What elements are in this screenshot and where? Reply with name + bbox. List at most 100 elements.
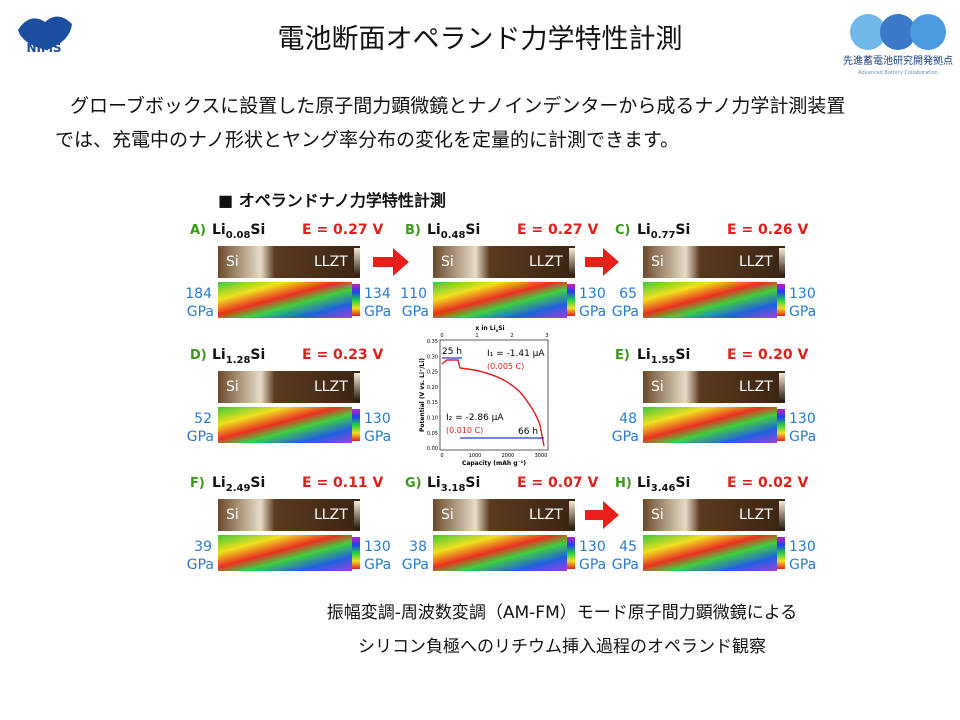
modulus-image — [218, 282, 352, 318]
image-label: LLZT — [314, 507, 348, 523]
image-label: Si — [226, 379, 239, 395]
topography-image — [433, 499, 575, 531]
image-label: LLZT — [739, 507, 773, 523]
modulus-max: 130 — [364, 539, 391, 555]
modulus-colorbar — [777, 284, 785, 316]
composition-li: Li — [637, 475, 651, 491]
modulus-min: 48 — [619, 411, 637, 427]
unit: GPa — [364, 557, 391, 573]
potential: E = 0.11 V — [302, 475, 383, 491]
unit: GPa — [612, 304, 639, 320]
composition: Li0.48Si — [427, 222, 480, 241]
composition-li: Li — [212, 475, 226, 491]
inset-x-axis: Capacity (mAh g⁻¹) — [462, 460, 526, 467]
modulus-min: 52 — [194, 411, 212, 427]
composition: Li1.28Si — [212, 347, 265, 366]
composition-li: Li — [212, 347, 226, 363]
modulus-max: 130 — [579, 539, 606, 555]
modulus-image — [643, 535, 777, 571]
potential: E = 0.02 V — [727, 475, 808, 491]
image-label: LLZT — [529, 507, 563, 523]
modulus-min: 110 — [400, 286, 427, 302]
composition-si: Si — [675, 347, 690, 363]
inset-annotation: (0.005 C) — [487, 362, 524, 371]
modulus-min: 38 — [409, 539, 427, 555]
composition-li: Li — [212, 222, 226, 238]
inset-xtick: 2000 — [502, 453, 515, 459]
inset-ytick: 0.10 — [427, 416, 438, 422]
inset-annotation: 25 h — [442, 347, 462, 357]
modulus-colorbar — [352, 409, 360, 441]
panel-letter: B) — [405, 223, 421, 238]
image-label: LLZT — [314, 379, 348, 395]
modulus-image — [433, 535, 567, 571]
inset-toptick: 0 — [440, 333, 443, 339]
unit: GPa — [612, 429, 639, 445]
inset-labels: 0.350.300.250.200.150.100.050.000 1000 200… — [419, 325, 549, 467]
body-text: では、充電中のナノ形状とヤング率分布の変化を定量的に計測できます。 — [55, 129, 679, 151]
topography-colorbar — [779, 501, 785, 529]
inset-ytick: 0.00 — [427, 446, 438, 452]
composition-li: Li — [637, 347, 651, 363]
composition-li: Li — [637, 222, 651, 238]
arrows — [373, 248, 619, 529]
topography-image — [643, 371, 785, 403]
potential: E = 0.23 V — [302, 347, 383, 363]
composition-si: Si — [465, 475, 480, 491]
unit: GPa — [187, 304, 214, 320]
potential: E = 0.07 V — [517, 475, 598, 491]
image-label: Si — [226, 254, 239, 270]
modulus-colorbar — [352, 284, 360, 316]
body-text: グローブボックスに設置した原子間力顕微鏡とナノインデンターから成るナノ力学計測装… — [70, 94, 845, 117]
title: 電池断面オペランド力学特性計測 — [278, 24, 683, 55]
topography-image — [433, 246, 575, 278]
topography-colorbar — [354, 248, 360, 276]
image-label: Si — [441, 254, 454, 270]
logo-sub: Advanced Battery Collaboration — [858, 70, 938, 76]
topography-image — [643, 499, 785, 531]
modulus-min: 45 — [619, 539, 637, 555]
caption: シリコン負極へのリチウム挿入過程のオペランド観察 — [358, 637, 766, 657]
composition-si: Si — [250, 347, 265, 363]
modulus-max: 130 — [364, 411, 391, 427]
inset-annotation: I₁ = -1.41 μA — [487, 349, 545, 359]
topography-colorbar — [354, 373, 360, 401]
topography-colorbar — [779, 373, 785, 401]
topography-image — [218, 371, 360, 403]
unit: GPa — [402, 304, 429, 320]
topography-colorbar — [354, 501, 360, 529]
composition-sub: 0.08 — [226, 230, 251, 241]
potential: E = 0.20 V — [727, 347, 808, 363]
composition: Li0.77Si — [637, 222, 690, 241]
image-label: LLZT — [739, 379, 773, 395]
panel-letter: H) — [615, 476, 632, 491]
modulus-image — [433, 282, 567, 318]
inset-ytick: 0.30 — [427, 354, 438, 360]
unit: GPa — [364, 429, 391, 445]
composition-li: Li — [427, 475, 441, 491]
inset-top-axis: x in LixSi — [475, 325, 504, 333]
composition-sub: 3.46 — [651, 483, 676, 494]
image-label: LLZT — [314, 254, 348, 270]
modulus-colorbar — [352, 537, 360, 569]
panel-letter: D) — [190, 348, 207, 363]
composition-si: Si — [465, 222, 480, 238]
image-label: Si — [651, 379, 664, 395]
topography-image — [643, 246, 785, 278]
composition-sub: 1.28 — [226, 355, 251, 366]
composition: Li0.08Si — [212, 222, 265, 241]
inset-toptick: 1 — [475, 333, 478, 339]
unit: GPa — [789, 304, 816, 320]
modulus-image — [218, 407, 352, 443]
modulus-max: 134 — [364, 286, 391, 302]
inset-ytick: 0.25 — [427, 370, 438, 376]
modulus-max: 130 — [579, 286, 606, 302]
unit: GPa — [187, 429, 214, 445]
unit: GPa — [789, 429, 816, 445]
t: x in Li — [475, 325, 495, 332]
modulus-colorbar — [567, 537, 575, 569]
